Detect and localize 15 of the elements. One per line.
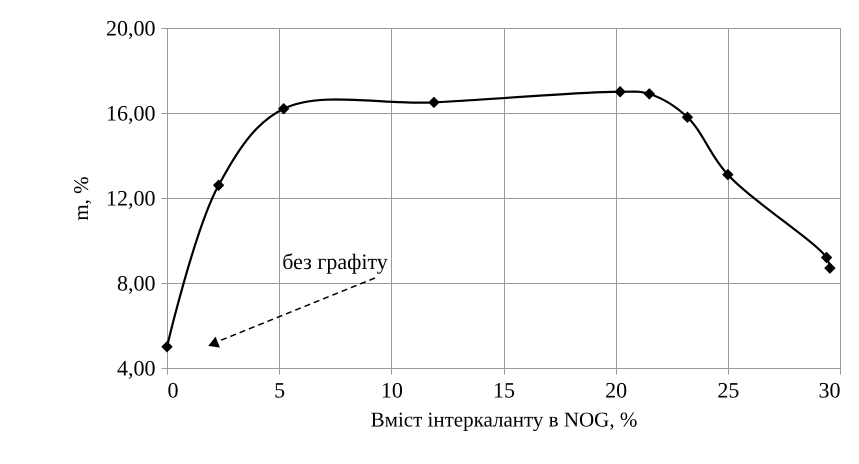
y-tick-label: 8,00 (117, 270, 156, 296)
x-tick-label: 5 (274, 378, 286, 402)
x-axis-title: Вміст інтеркаланту в NOG, % (370, 408, 638, 432)
x-tick-label: 20 (605, 378, 628, 402)
annotation: без графіту (282, 249, 388, 274)
x-tick-label: 0 (168, 378, 178, 402)
x-tick-label: 15 (493, 378, 515, 402)
y-tick-label: 12,00 (106, 186, 156, 210)
x-tick-label: 25 (717, 378, 740, 402)
x-tick-label: 30 (818, 378, 840, 402)
y-tick-label: 4,00 (117, 356, 156, 380)
x-tick-label: 10 (380, 378, 403, 402)
y-axis-title: m, % (69, 176, 93, 221)
y-tick-label: 16,00 (106, 100, 156, 126)
y-tick-label: 20,00 (106, 16, 156, 40)
